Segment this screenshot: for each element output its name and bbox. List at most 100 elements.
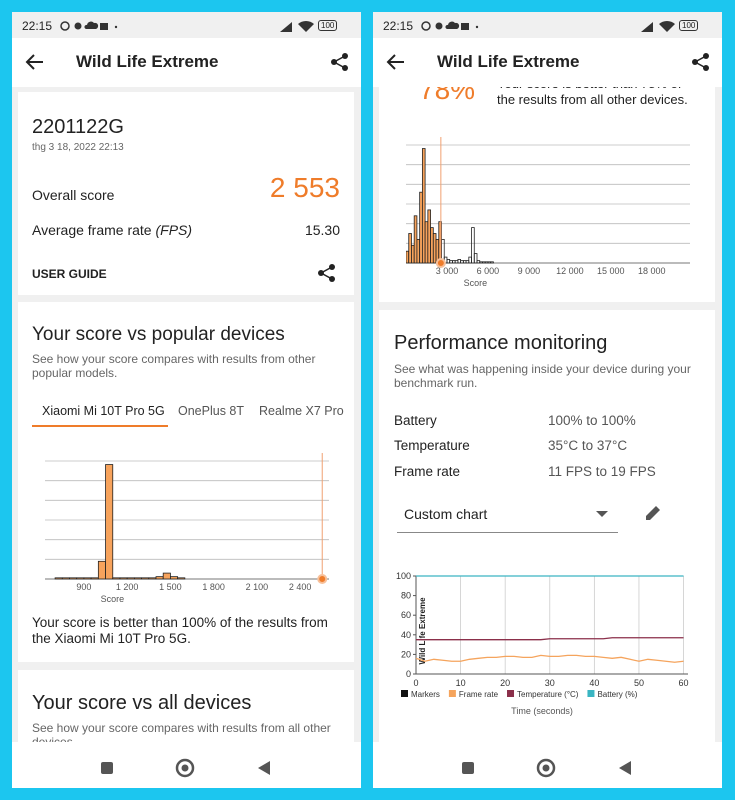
histogram-bar xyxy=(61,577,70,580)
histogram-bar xyxy=(69,577,78,580)
dropdown[interactable]: Custom chart xyxy=(404,506,488,522)
histogram-bar xyxy=(490,261,494,264)
histogram-bar xyxy=(465,260,470,264)
histogram-bar xyxy=(97,560,106,580)
popular-card xyxy=(18,302,354,662)
legend-label: Markers xyxy=(411,690,440,699)
histogram-bar xyxy=(413,215,418,264)
run-date: thg 3 18, 2022 22:13 xyxy=(32,142,124,153)
share-result-button[interactable] xyxy=(317,263,337,283)
histogram-bar xyxy=(112,577,121,580)
histogram-bar xyxy=(482,261,486,264)
histogram-bar xyxy=(462,260,467,264)
recents-button[interactable] xyxy=(101,762,113,774)
section-title: Performance monitoring xyxy=(394,332,608,354)
row-label: Frame rate xyxy=(394,464,461,479)
histogram-bar xyxy=(170,576,179,580)
legend-swatch xyxy=(401,690,408,697)
x-tick-label: 30 xyxy=(545,678,555,688)
y-tick-label: 0 xyxy=(406,669,411,679)
histogram-bar xyxy=(424,221,429,264)
x-tick-label: 9 000 xyxy=(518,266,541,276)
x-axis-label: Time (seconds) xyxy=(511,706,573,716)
status-bar: 22:15 100 xyxy=(373,12,722,38)
histogram-bar xyxy=(83,577,92,580)
status-icons xyxy=(421,21,479,31)
histogram-bar xyxy=(416,239,421,264)
header-title: Wild Life Extreme xyxy=(76,52,219,71)
status-time: 22:15 xyxy=(22,19,53,33)
y-tick-label: 80 xyxy=(401,591,411,601)
histogram-bar xyxy=(105,464,114,580)
recents-button[interactable] xyxy=(462,762,474,774)
edit-button[interactable] xyxy=(643,503,663,523)
share-button[interactable] xyxy=(691,52,711,72)
home-button[interactable] xyxy=(175,758,195,778)
score-marker xyxy=(435,258,446,268)
signal-icons xyxy=(280,20,314,32)
histogram-bar xyxy=(476,260,481,264)
status-time: 22:15 xyxy=(383,19,414,33)
histogram-bar xyxy=(162,572,171,580)
header-title: Wild Life Extreme xyxy=(437,52,580,71)
app-header: Wild Life Extreme xyxy=(373,38,722,87)
battery-level: 100 xyxy=(318,20,338,31)
histogram-bar xyxy=(454,260,459,264)
dropdown-arrow[interactable] xyxy=(596,511,608,519)
summary-card xyxy=(18,92,354,295)
tab[interactable]: Xiaomi Mi 10T Pro 5G xyxy=(42,404,165,418)
x-tick-label: 3 000 xyxy=(436,266,459,276)
histogram-bar xyxy=(446,259,451,264)
histogram-bar xyxy=(484,261,489,264)
histogram-bar xyxy=(148,577,157,580)
histogram-bar xyxy=(473,253,478,264)
histogram: 3 000 6 000 9 000 12 000 15 000 18 000 Score xyxy=(406,137,690,288)
x-tick-label: 15 000 xyxy=(597,266,625,276)
histogram-bar xyxy=(408,233,412,264)
back-nav-button[interactable] xyxy=(258,761,270,775)
x-tick-label: 20 xyxy=(500,678,510,688)
x-tick-label: 40 xyxy=(589,678,599,688)
histogram-bar xyxy=(76,577,85,580)
section-subtitle: See what was happening inside your devic… xyxy=(394,362,691,390)
overall-label: Overall score xyxy=(32,187,115,203)
histogram-bar xyxy=(411,244,415,264)
histogram-bar xyxy=(406,250,410,264)
x-tick-label: 2 100 xyxy=(246,582,269,592)
battery-level: 100 xyxy=(679,20,699,31)
back-button[interactable] xyxy=(386,52,406,72)
share-button[interactable] xyxy=(330,52,350,72)
x-tick-label: 50 xyxy=(634,678,644,688)
fps-value: 15.30 xyxy=(304,222,340,238)
y-tick-label: 100 xyxy=(396,571,411,581)
device-name: 2201122G xyxy=(32,116,124,138)
line-chart: 0 10 20 30 40 50 60 0 20 40 60 80 100 Wild Life Extre… xyxy=(396,571,689,716)
x-tick-label: 0 xyxy=(413,678,418,688)
screen: 22:15 100 Wild Life Extreme 2201122G thg… xyxy=(12,12,361,788)
overall-score: 2 553 xyxy=(269,172,340,203)
back-nav-button[interactable] xyxy=(619,761,631,775)
tab[interactable]: OnePlus 8T xyxy=(178,404,245,418)
app-header: Wild Life Extreme xyxy=(12,38,361,87)
x-tick-label: 1 200 xyxy=(116,582,139,592)
histogram-bar xyxy=(430,227,434,264)
section-title: Your score vs all devices xyxy=(32,692,252,714)
histogram-bar xyxy=(460,260,464,264)
histogram-bar xyxy=(141,577,150,580)
home-button[interactable] xyxy=(536,758,556,778)
histogram-bar xyxy=(90,577,99,580)
user-guide-link[interactable]: USER GUIDE xyxy=(32,267,107,281)
histogram-bar xyxy=(432,233,437,264)
x-tick-label: 6 000 xyxy=(477,266,500,276)
histogram-bar xyxy=(419,191,423,264)
status-bar: 22:15 100 xyxy=(12,12,361,38)
dropdown-underline xyxy=(397,532,618,533)
series-line xyxy=(415,654,684,663)
fps-label: Average frame rate (FPS) xyxy=(32,222,192,238)
x-axis-label: Score xyxy=(464,278,488,288)
back-button[interactable] xyxy=(25,52,45,72)
tab[interactable]: Realme X7 Pro xyxy=(259,404,344,418)
y-tick-label: 40 xyxy=(401,630,411,640)
nav-icons xyxy=(101,758,270,778)
